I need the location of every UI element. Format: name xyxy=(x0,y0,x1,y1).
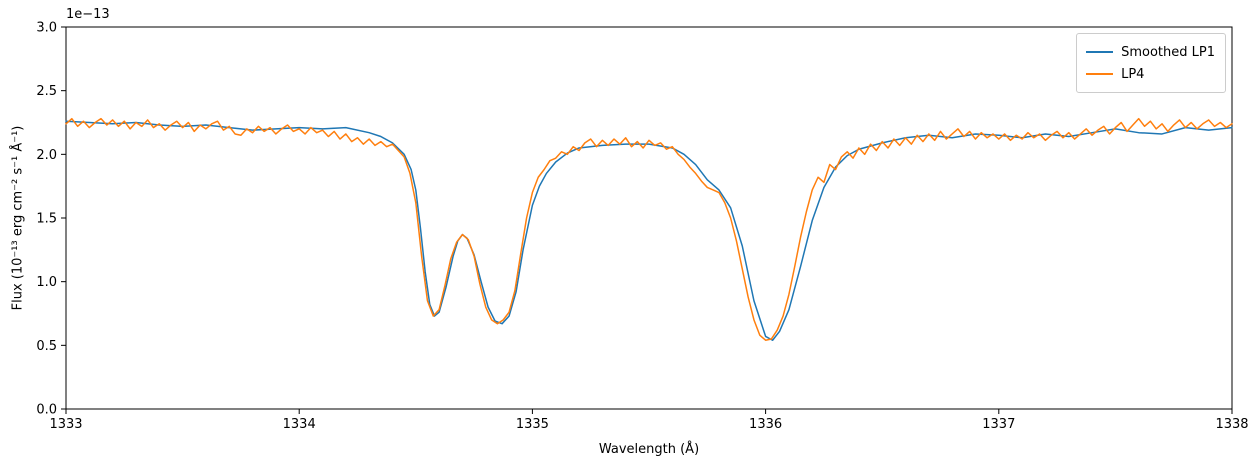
legend-entry-lp4: LP4 xyxy=(1086,63,1215,85)
x-tick-label: 1338 xyxy=(1215,417,1248,432)
legend: Smoothed LP1 LP4 xyxy=(1076,33,1226,93)
y-tick-label: 2.5 xyxy=(36,84,57,99)
x-axis-label: Wavelength (Å) xyxy=(598,442,700,457)
axes: 1333 1334 1335 1336 1337 1338 0.0 0.5 1.0 1.5 2.0 2… xyxy=(36,21,1248,433)
x-tick-label: 1335 xyxy=(516,417,549,432)
legend-label-lp4: LP4 xyxy=(1121,66,1145,82)
y-tick-label: 1.0 xyxy=(36,275,57,290)
x-tick-label: 1333 xyxy=(49,417,82,432)
y-tick-label: 0.5 xyxy=(36,339,57,354)
legend-line-swatch-smoothed-lp1 xyxy=(1086,51,1114,53)
plot-border xyxy=(65,26,1233,410)
y-axis-label: Flux (10⁻¹³ erg cm⁻² s⁻¹ Å⁻¹) xyxy=(10,125,26,311)
x-tick-label: 1337 xyxy=(982,417,1015,432)
y-axis-offset-text: 1e−13 xyxy=(66,7,110,22)
y-tick-label: 0.0 xyxy=(36,403,57,418)
series-group xyxy=(65,117,1233,341)
x-tick-label: 1336 xyxy=(749,417,782,432)
y-tick-label: 2.0 xyxy=(36,148,57,163)
legend-entry-smoothed-lp1: Smoothed LP1 xyxy=(1086,41,1215,63)
x-tick-label: 1334 xyxy=(283,417,316,432)
series-line-lp4 xyxy=(65,117,1233,341)
legend-line-swatch-lp4 xyxy=(1086,73,1114,75)
y-tick-label: 1.5 xyxy=(36,212,57,227)
series-line-smoothed-lp1 xyxy=(65,120,1233,341)
y-tick-label: 3.0 xyxy=(36,21,57,36)
legend-label-smoothed-lp1: Smoothed LP1 xyxy=(1121,44,1215,60)
